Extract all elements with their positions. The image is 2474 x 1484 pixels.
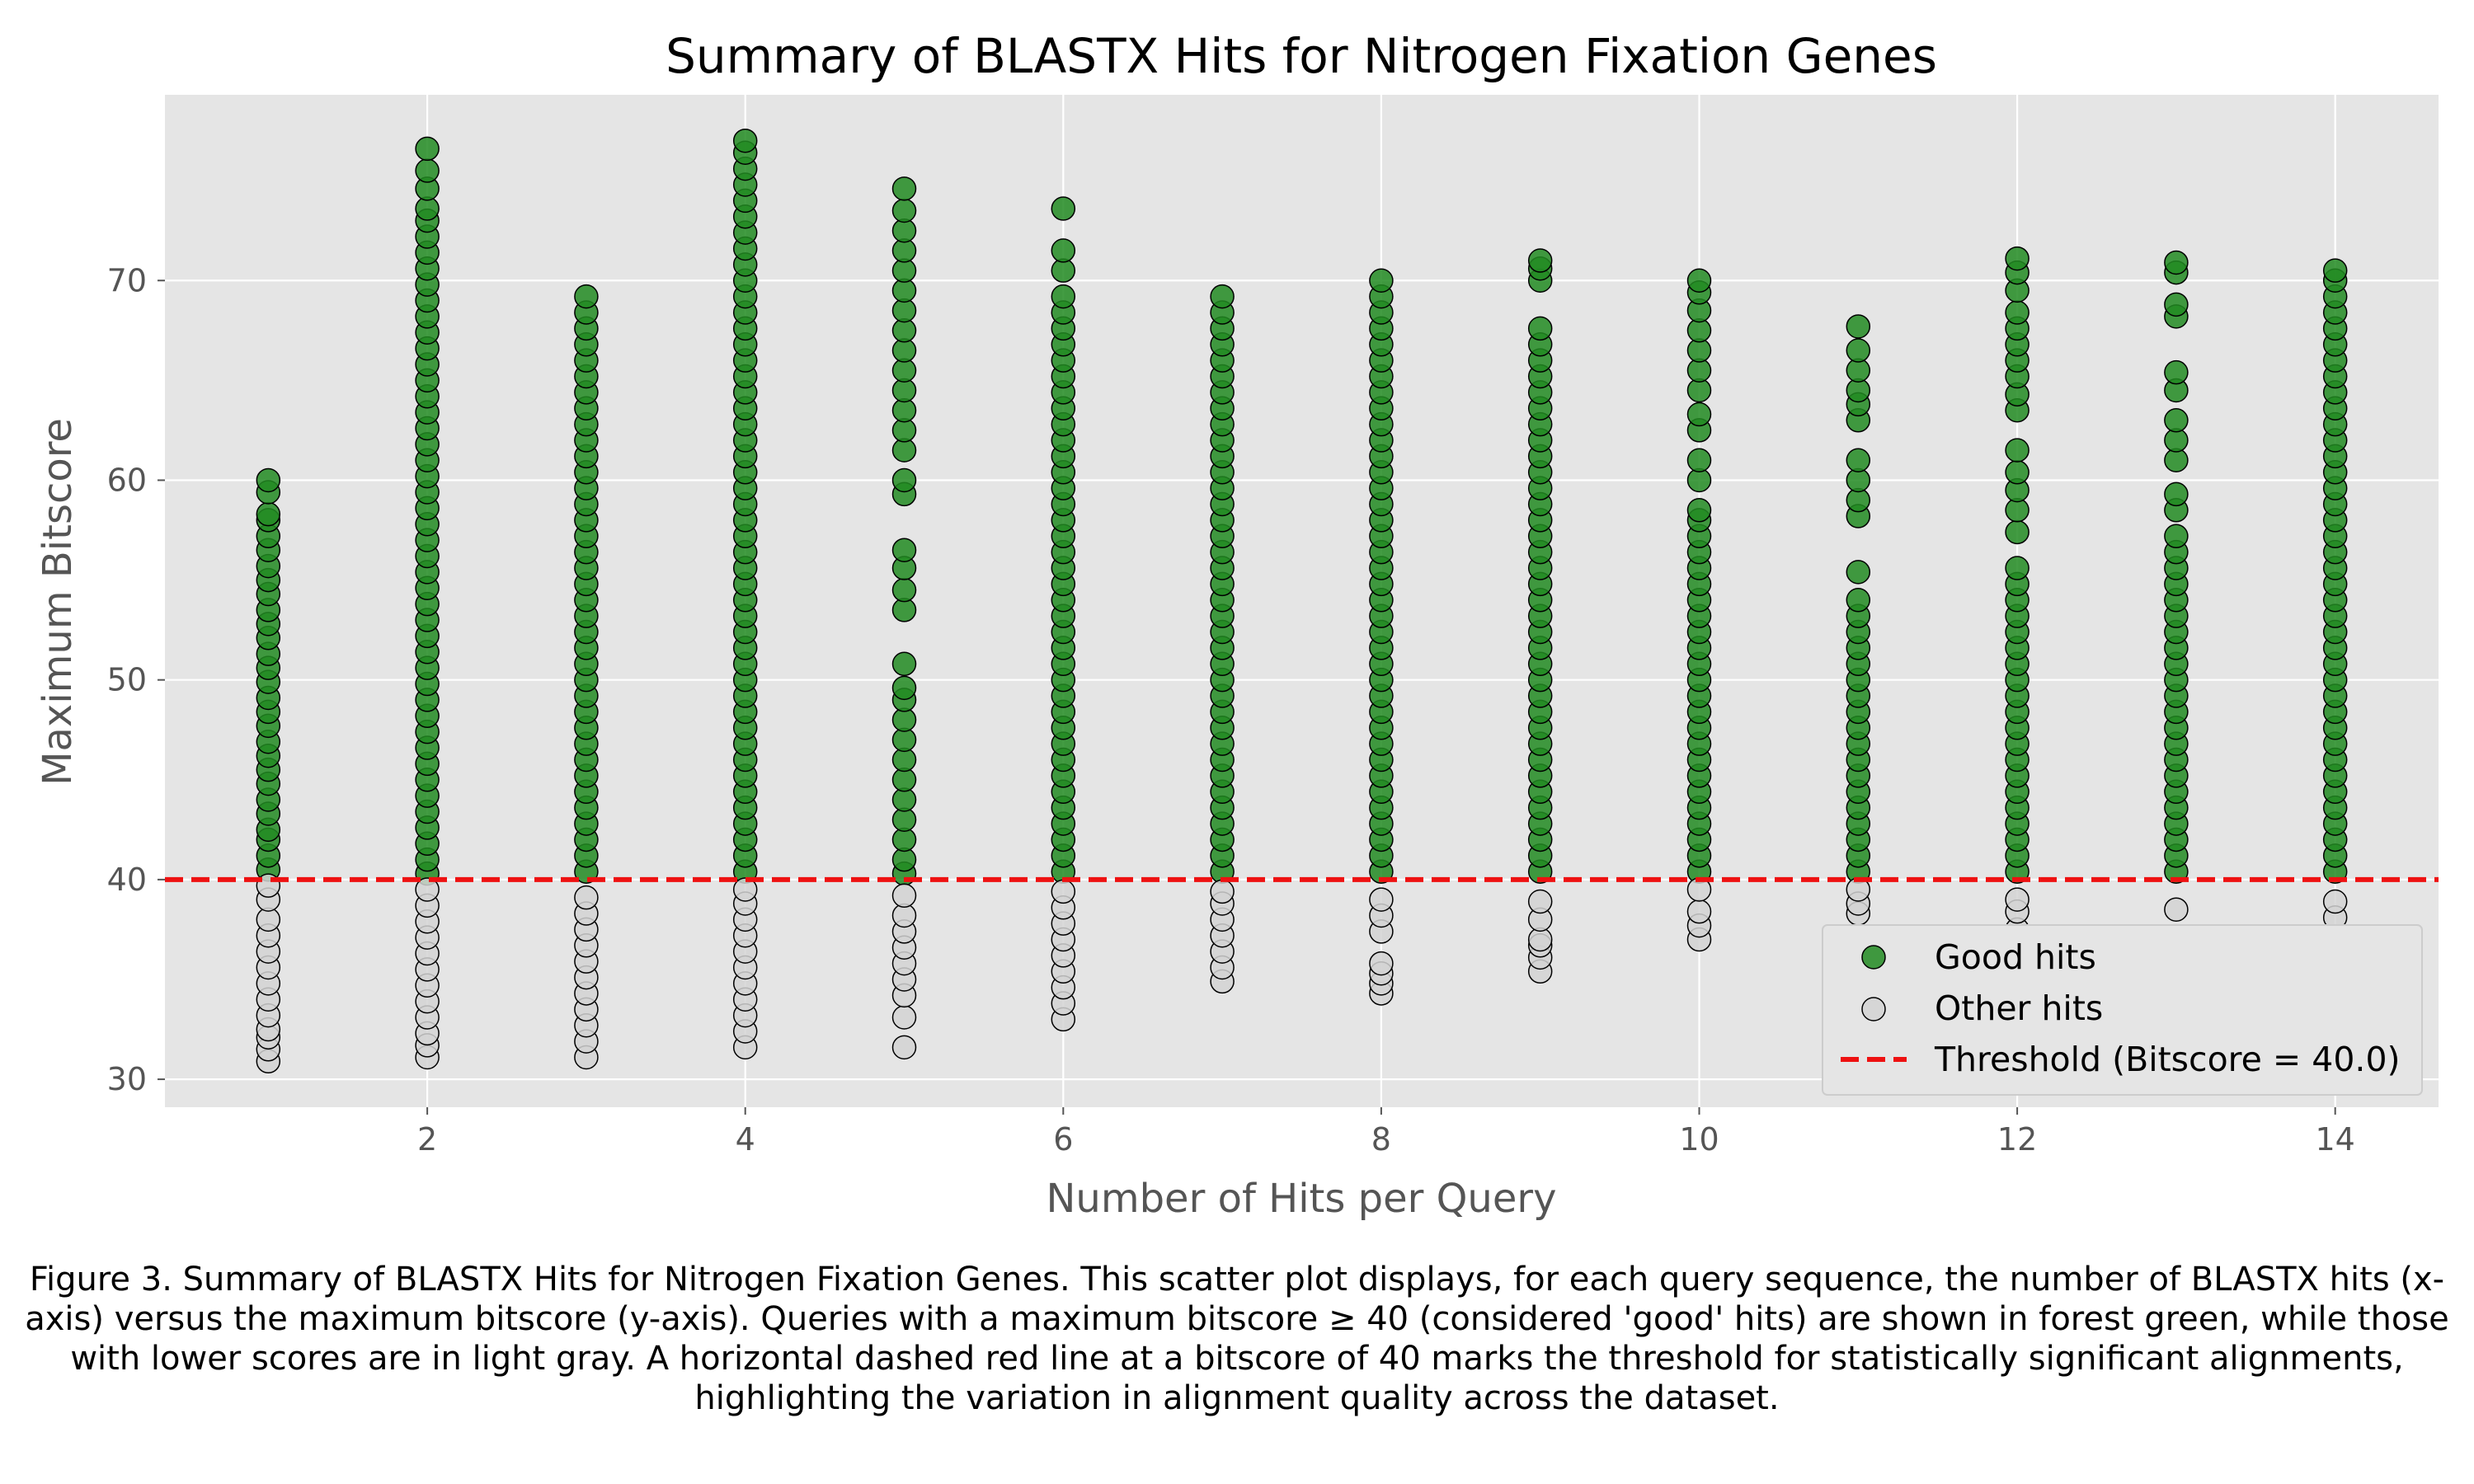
other-hit-point <box>2322 889 2348 914</box>
legend-label-threshold: Threshold (Bitscore = 40.0) <box>1934 1040 2401 1079</box>
good-hit-point <box>2005 438 2030 463</box>
good-hit-point <box>1846 560 1871 585</box>
good-hit-point <box>891 198 917 223</box>
x-tick-label: 2 <box>417 1121 437 1158</box>
good-hit-point <box>1846 448 1871 472</box>
y-axis-label: Maximum Bitscore <box>35 418 81 786</box>
good-hit-point <box>2005 556 2030 580</box>
good-hit-point <box>2164 408 2189 433</box>
y-tick-labels: 30 40 50 60 70 <box>107 262 165 1097</box>
good-hit-point <box>2005 460 2030 485</box>
good-hit-point <box>1846 338 1871 363</box>
good-hit-point <box>1369 268 1394 294</box>
good-hit-point <box>732 128 758 153</box>
good-hit-point <box>2005 300 2030 325</box>
y-tick-label: 50 <box>107 662 147 698</box>
figure-caption: Figure 3. Summary of BLASTX Hits for Nit… <box>25 1261 2449 1417</box>
y-tick-label: 30 <box>107 1061 147 1097</box>
good-hit-point <box>891 176 917 201</box>
good-hit-point <box>1686 268 1712 294</box>
good-hit-point <box>1527 316 1553 341</box>
other-hit-point <box>1686 899 1712 924</box>
good-hit-point <box>2164 292 2189 317</box>
legend: Good hits Other hits Threshold (Bitscore… <box>1822 924 2423 1096</box>
y-tick-label: 60 <box>107 462 147 498</box>
good-hit-point <box>2005 519 2030 545</box>
legend-marker-good <box>1861 945 1886 970</box>
good-hit-point <box>1686 402 1712 427</box>
x-tick-label: 6 <box>1053 1121 1073 1158</box>
good-hit-point <box>1686 448 1712 472</box>
x-tick-labels: 2 4 6 8 10 12 14 <box>417 1107 2355 1158</box>
good-hit-point <box>1051 196 1076 221</box>
good-hit-point <box>1686 498 1712 523</box>
other-hit-point <box>891 1035 917 1060</box>
good-hit-point <box>1051 238 1076 263</box>
good-hit-point <box>1210 284 1235 309</box>
x-axis-label: Number of Hits per Query <box>1047 1176 1557 1222</box>
legend-marker-other <box>1861 997 1886 1021</box>
legend-label-other: Other hits <box>1935 989 2103 1028</box>
good-hit-point <box>415 136 440 162</box>
other-hit-point <box>574 885 599 910</box>
good-hit-point <box>1527 248 1553 273</box>
chart-title: Summary of BLASTX Hits for Nitrogen Fixa… <box>666 28 1937 84</box>
other-hit-point <box>2164 897 2189 922</box>
good-hit-point <box>2164 481 2189 507</box>
good-hit-point <box>2164 250 2189 275</box>
other-hit-point <box>1369 887 1394 912</box>
x-tick-label: 10 <box>1679 1121 1719 1158</box>
good-hit-point <box>2164 359 2189 385</box>
good-hit-point <box>891 651 917 677</box>
other-hit-point <box>1210 879 1235 904</box>
legend-label-good: Good hits <box>1935 937 2096 977</box>
y-tick-label: 40 <box>107 862 147 898</box>
good-hit-point <box>2164 524 2189 549</box>
good-hit-point <box>2005 246 2030 271</box>
other-hit-point <box>732 877 758 902</box>
good-hit-point <box>1051 284 1076 309</box>
good-hit-point <box>891 538 917 562</box>
good-hit-point <box>1846 588 1871 613</box>
good-hit-point <box>415 158 440 183</box>
good-hit-point <box>891 467 917 493</box>
good-hit-point <box>574 284 599 309</box>
x-tick-label: 14 <box>2316 1121 2355 1158</box>
scatter-chart: Summary of BLASTX Hits for Nitrogen Fixa… <box>35 28 2439 1222</box>
y-tick-label: 70 <box>107 262 147 298</box>
other-hit-point <box>2005 887 2030 912</box>
other-hit-point <box>415 877 440 902</box>
other-hit-point <box>1051 879 1076 904</box>
x-tick-label: 4 <box>736 1121 755 1158</box>
other-hit-point <box>891 1005 917 1030</box>
legend-box <box>1822 924 2423 1096</box>
good-hit-point <box>2322 258 2348 283</box>
other-hit-point <box>1369 951 1394 976</box>
good-hit-point <box>891 675 917 701</box>
good-hit-point <box>1846 314 1871 339</box>
good-hit-point <box>256 467 281 493</box>
x-tick-label: 12 <box>1997 1121 2037 1158</box>
x-tick-label: 8 <box>1371 1121 1391 1158</box>
good-hit-point <box>256 501 281 527</box>
good-hit-point <box>891 577 917 603</box>
data-points <box>256 128 2348 1074</box>
other-hit-point <box>1527 889 1553 914</box>
other-hit-point <box>891 883 917 909</box>
